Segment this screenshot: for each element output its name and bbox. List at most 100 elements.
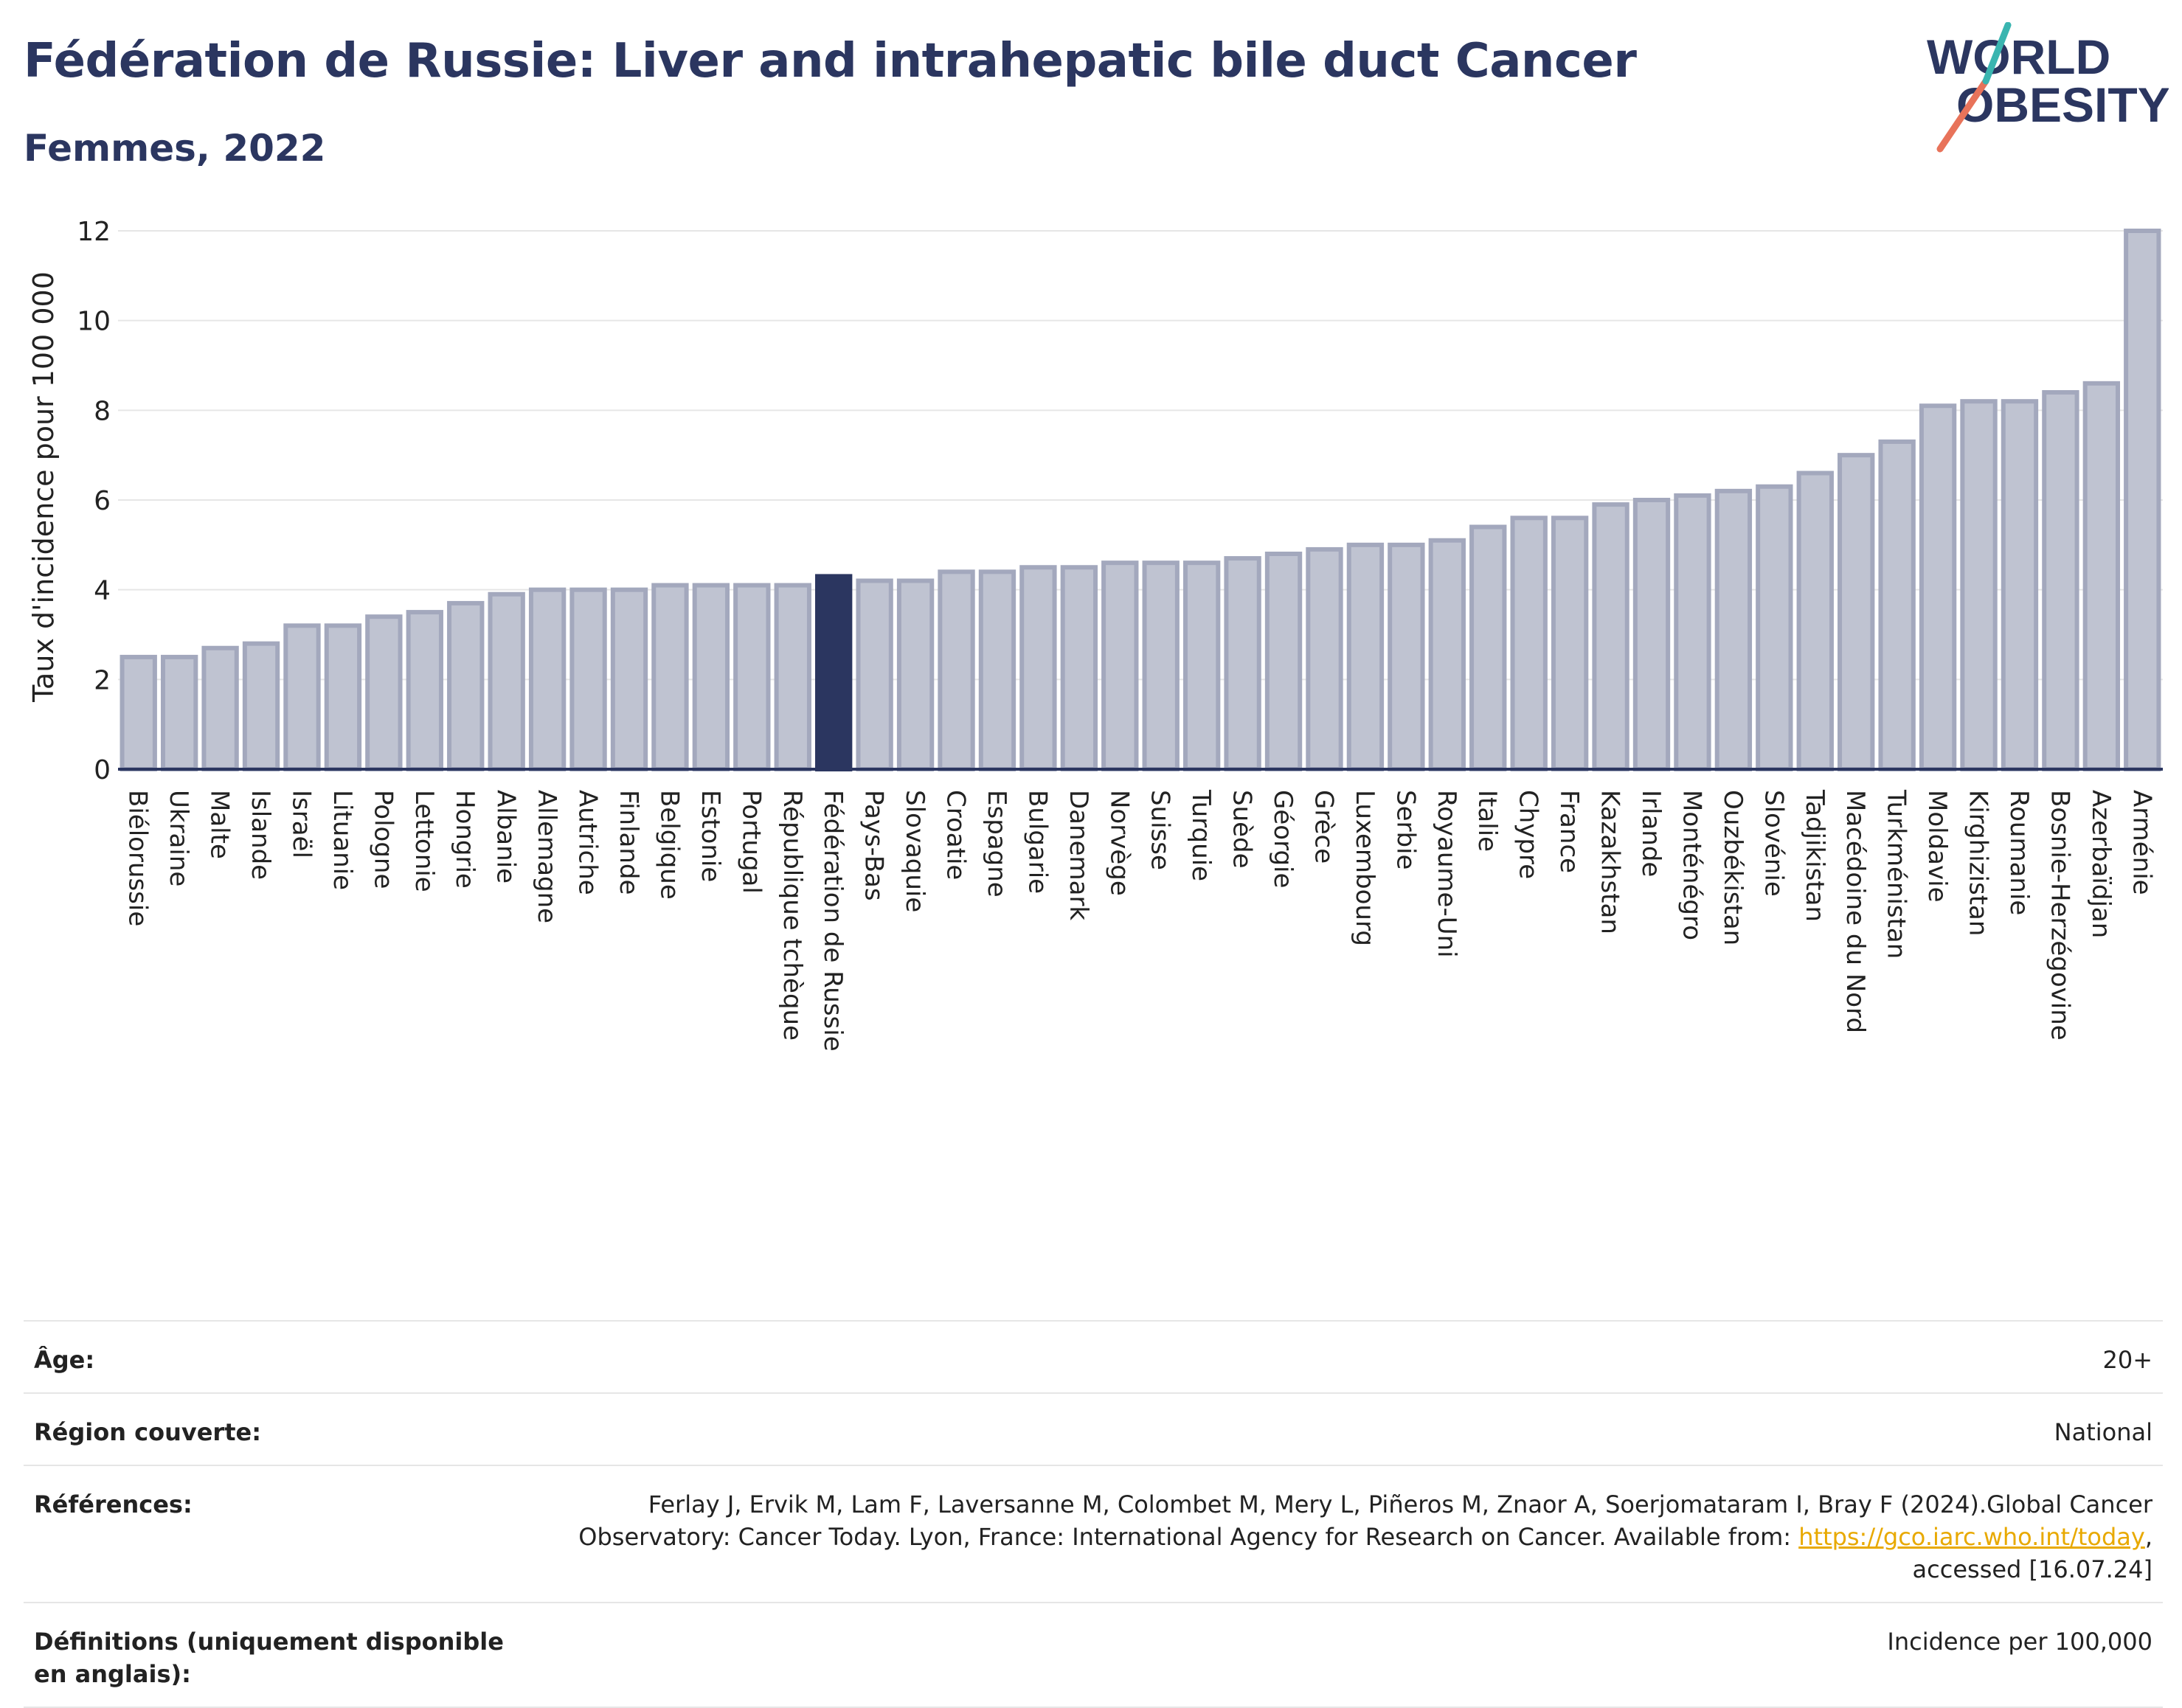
x-tick-label: Danemark bbox=[1064, 790, 1093, 920]
reference-link[interactable]: https://gco.iarc.who.int/today bbox=[1798, 1523, 2145, 1551]
bar-allemagne[interactable] bbox=[528, 587, 567, 772]
references-label: Références: bbox=[34, 1490, 193, 1518]
bar-bosnie-herz-govine[interactable] bbox=[2042, 390, 2079, 771]
bar-kirghizistan[interactable] bbox=[1960, 399, 1998, 772]
bar-ouzb-kistan[interactable] bbox=[1714, 488, 1753, 771]
bar-hongrie[interactable] bbox=[447, 600, 485, 772]
x-tick-label: Pologne bbox=[368, 790, 398, 889]
bar-f-d-ration-de-russie[interactable] bbox=[815, 574, 853, 772]
info-table: Âge: 20+ Région couverte: National Référ… bbox=[24, 1320, 2163, 1708]
x-tick-label: Bulgarie bbox=[1022, 790, 1052, 894]
bar-pays-bas[interactable] bbox=[856, 578, 893, 771]
bar-azerba-djan[interactable] bbox=[2082, 381, 2121, 771]
bar-ukraine[interactable] bbox=[160, 654, 198, 772]
bar-chart: 0 2 4 6 8 10 12 Biélorussie Ukraine Malte Islande… bbox=[27, 217, 2163, 1052]
bar-arm-nie[interactable] bbox=[2124, 229, 2161, 771]
y-tick-label: 6 bbox=[94, 486, 111, 516]
x-tick-label: Islande bbox=[246, 790, 275, 880]
bar-belgique[interactable] bbox=[651, 583, 689, 771]
x-tick-label: Estonie bbox=[696, 790, 725, 882]
bar-mont-n-gro[interactable] bbox=[1674, 493, 1711, 772]
bar-estonie[interactable] bbox=[692, 583, 730, 771]
bar-islande[interactable] bbox=[242, 641, 280, 772]
x-tick-label: République tchèque bbox=[777, 790, 807, 1041]
x-tick-label: Slovaquie bbox=[900, 790, 929, 912]
y-tick-labels: 0 2 4 6 8 10 12 bbox=[77, 217, 111, 785]
x-tick-label: Malte bbox=[205, 790, 235, 859]
bar-slov-nie[interactable] bbox=[1756, 484, 1793, 771]
bar-gr-ce[interactable] bbox=[1306, 546, 1343, 772]
bar-irlande[interactable] bbox=[1632, 498, 1671, 771]
x-tick-label: Serbie bbox=[1390, 790, 1420, 869]
x-tick-label: Luxembourg bbox=[1350, 790, 1379, 946]
bar-bulgarie[interactable] bbox=[1019, 565, 1057, 771]
bar-norv-ge[interactable] bbox=[1101, 560, 1139, 772]
bar-suisse[interactable] bbox=[1142, 560, 1180, 772]
bar-mac-doine-du-nord[interactable] bbox=[1838, 453, 1875, 772]
x-tick-label: Hongrie bbox=[450, 790, 479, 889]
bar-roumanie[interactable] bbox=[2001, 399, 2039, 772]
bar-slovaquie[interactable] bbox=[896, 578, 935, 771]
x-tick-label: Azerbaïdjan bbox=[2086, 790, 2116, 938]
x-tick-label: Tadjikistan bbox=[1800, 789, 1829, 922]
world-obesity-logo: WORLD OBESITY bbox=[1927, 22, 2169, 153]
x-tick-label: Géorgie bbox=[1268, 790, 1298, 888]
bar-espagne[interactable] bbox=[978, 569, 1016, 771]
info-row-references: Références: Ferlay J, Ervik M, Lam F, La… bbox=[24, 1465, 2163, 1602]
y-tick-label: 2 bbox=[94, 665, 111, 695]
x-tick-labels: Biélorussie Ukraine Malte Islande Israël Litu… bbox=[123, 789, 2157, 1052]
bar-france[interactable] bbox=[1551, 515, 1589, 771]
x-tick-label: Irlande bbox=[1636, 790, 1666, 877]
x-tick-label: Grèce bbox=[1309, 790, 1338, 864]
bar-croatie[interactable] bbox=[938, 569, 975, 771]
x-tick-label: Roumanie bbox=[2004, 790, 2034, 915]
bar-bi-lorussie[interactable] bbox=[120, 654, 157, 772]
bar-luxembourg[interactable] bbox=[1346, 542, 1385, 771]
logo-text-world: WORLD bbox=[1927, 29, 2110, 84]
region-label: Région couverte: bbox=[34, 1418, 261, 1446]
info-row-age: Âge: 20+ bbox=[24, 1320, 2163, 1392]
bar-g-orgie[interactable] bbox=[1264, 552, 1303, 771]
bar-autriche[interactable] bbox=[569, 587, 607, 772]
bar-pologne[interactable] bbox=[365, 614, 403, 772]
bar-turkm-nistan[interactable] bbox=[1878, 439, 1916, 772]
y-tick-label: 8 bbox=[94, 396, 111, 426]
bar-isra-l[interactable] bbox=[283, 623, 321, 771]
bar-tadjikistan[interactable] bbox=[1796, 471, 1834, 771]
x-tick-label: Slovénie bbox=[1759, 790, 1788, 897]
x-tick-label: Moldavie bbox=[1922, 790, 1952, 903]
chart-subtitle: Femmes, 2022 bbox=[24, 127, 326, 170]
bar-turquie[interactable] bbox=[1182, 560, 1221, 772]
x-tick-label: Suède bbox=[1227, 790, 1257, 869]
age-label: Âge: bbox=[34, 1346, 95, 1374]
bar-danemark[interactable] bbox=[1060, 565, 1098, 771]
age-value: 20+ bbox=[2102, 1346, 2152, 1374]
bar-kazakhstan[interactable] bbox=[1592, 502, 1629, 771]
x-tick-label: Turquie bbox=[1186, 789, 1216, 881]
logo-slash-coral bbox=[1936, 77, 1989, 153]
bar-su-de[interactable] bbox=[1224, 556, 1261, 771]
x-tick-label: Kirghizistan bbox=[1964, 790, 1993, 936]
x-tick-label: Royaume-Uni bbox=[1432, 790, 1461, 958]
bar-malte[interactable] bbox=[201, 645, 239, 771]
bar-italie[interactable] bbox=[1469, 524, 1507, 771]
bar-lituanie[interactable] bbox=[324, 623, 362, 771]
logo-slash-teal bbox=[1982, 22, 2012, 85]
x-tick-label: Israël bbox=[286, 790, 316, 858]
bar-albanie[interactable] bbox=[488, 591, 525, 771]
bar-royaume-uni[interactable] bbox=[1428, 538, 1466, 771]
y-axis-label: Taux d'incidence pour 100 000 bbox=[27, 271, 60, 703]
bar-lettonie[interactable] bbox=[406, 610, 443, 771]
x-tick-label: Monténégro bbox=[1677, 790, 1706, 940]
x-tick-label: Portugal bbox=[736, 790, 766, 894]
bar-chypre[interactable] bbox=[1510, 515, 1548, 771]
x-tick-label: Arménie bbox=[2127, 790, 2156, 895]
bar-finlande[interactable] bbox=[610, 587, 648, 772]
bar-moldavie[interactable] bbox=[1919, 403, 1957, 771]
bar-portugal[interactable] bbox=[733, 583, 771, 771]
x-tick-label: France bbox=[1554, 790, 1584, 873]
x-tick-label: Bosnie-Herzégovine bbox=[2045, 790, 2074, 1041]
bar-r-publique-tch-que[interactable] bbox=[774, 583, 811, 771]
bar-serbie[interactable] bbox=[1388, 542, 1425, 771]
references-value: Ferlay J, Ervik M, Lam F, Laversanne M, … bbox=[536, 1488, 2152, 1586]
